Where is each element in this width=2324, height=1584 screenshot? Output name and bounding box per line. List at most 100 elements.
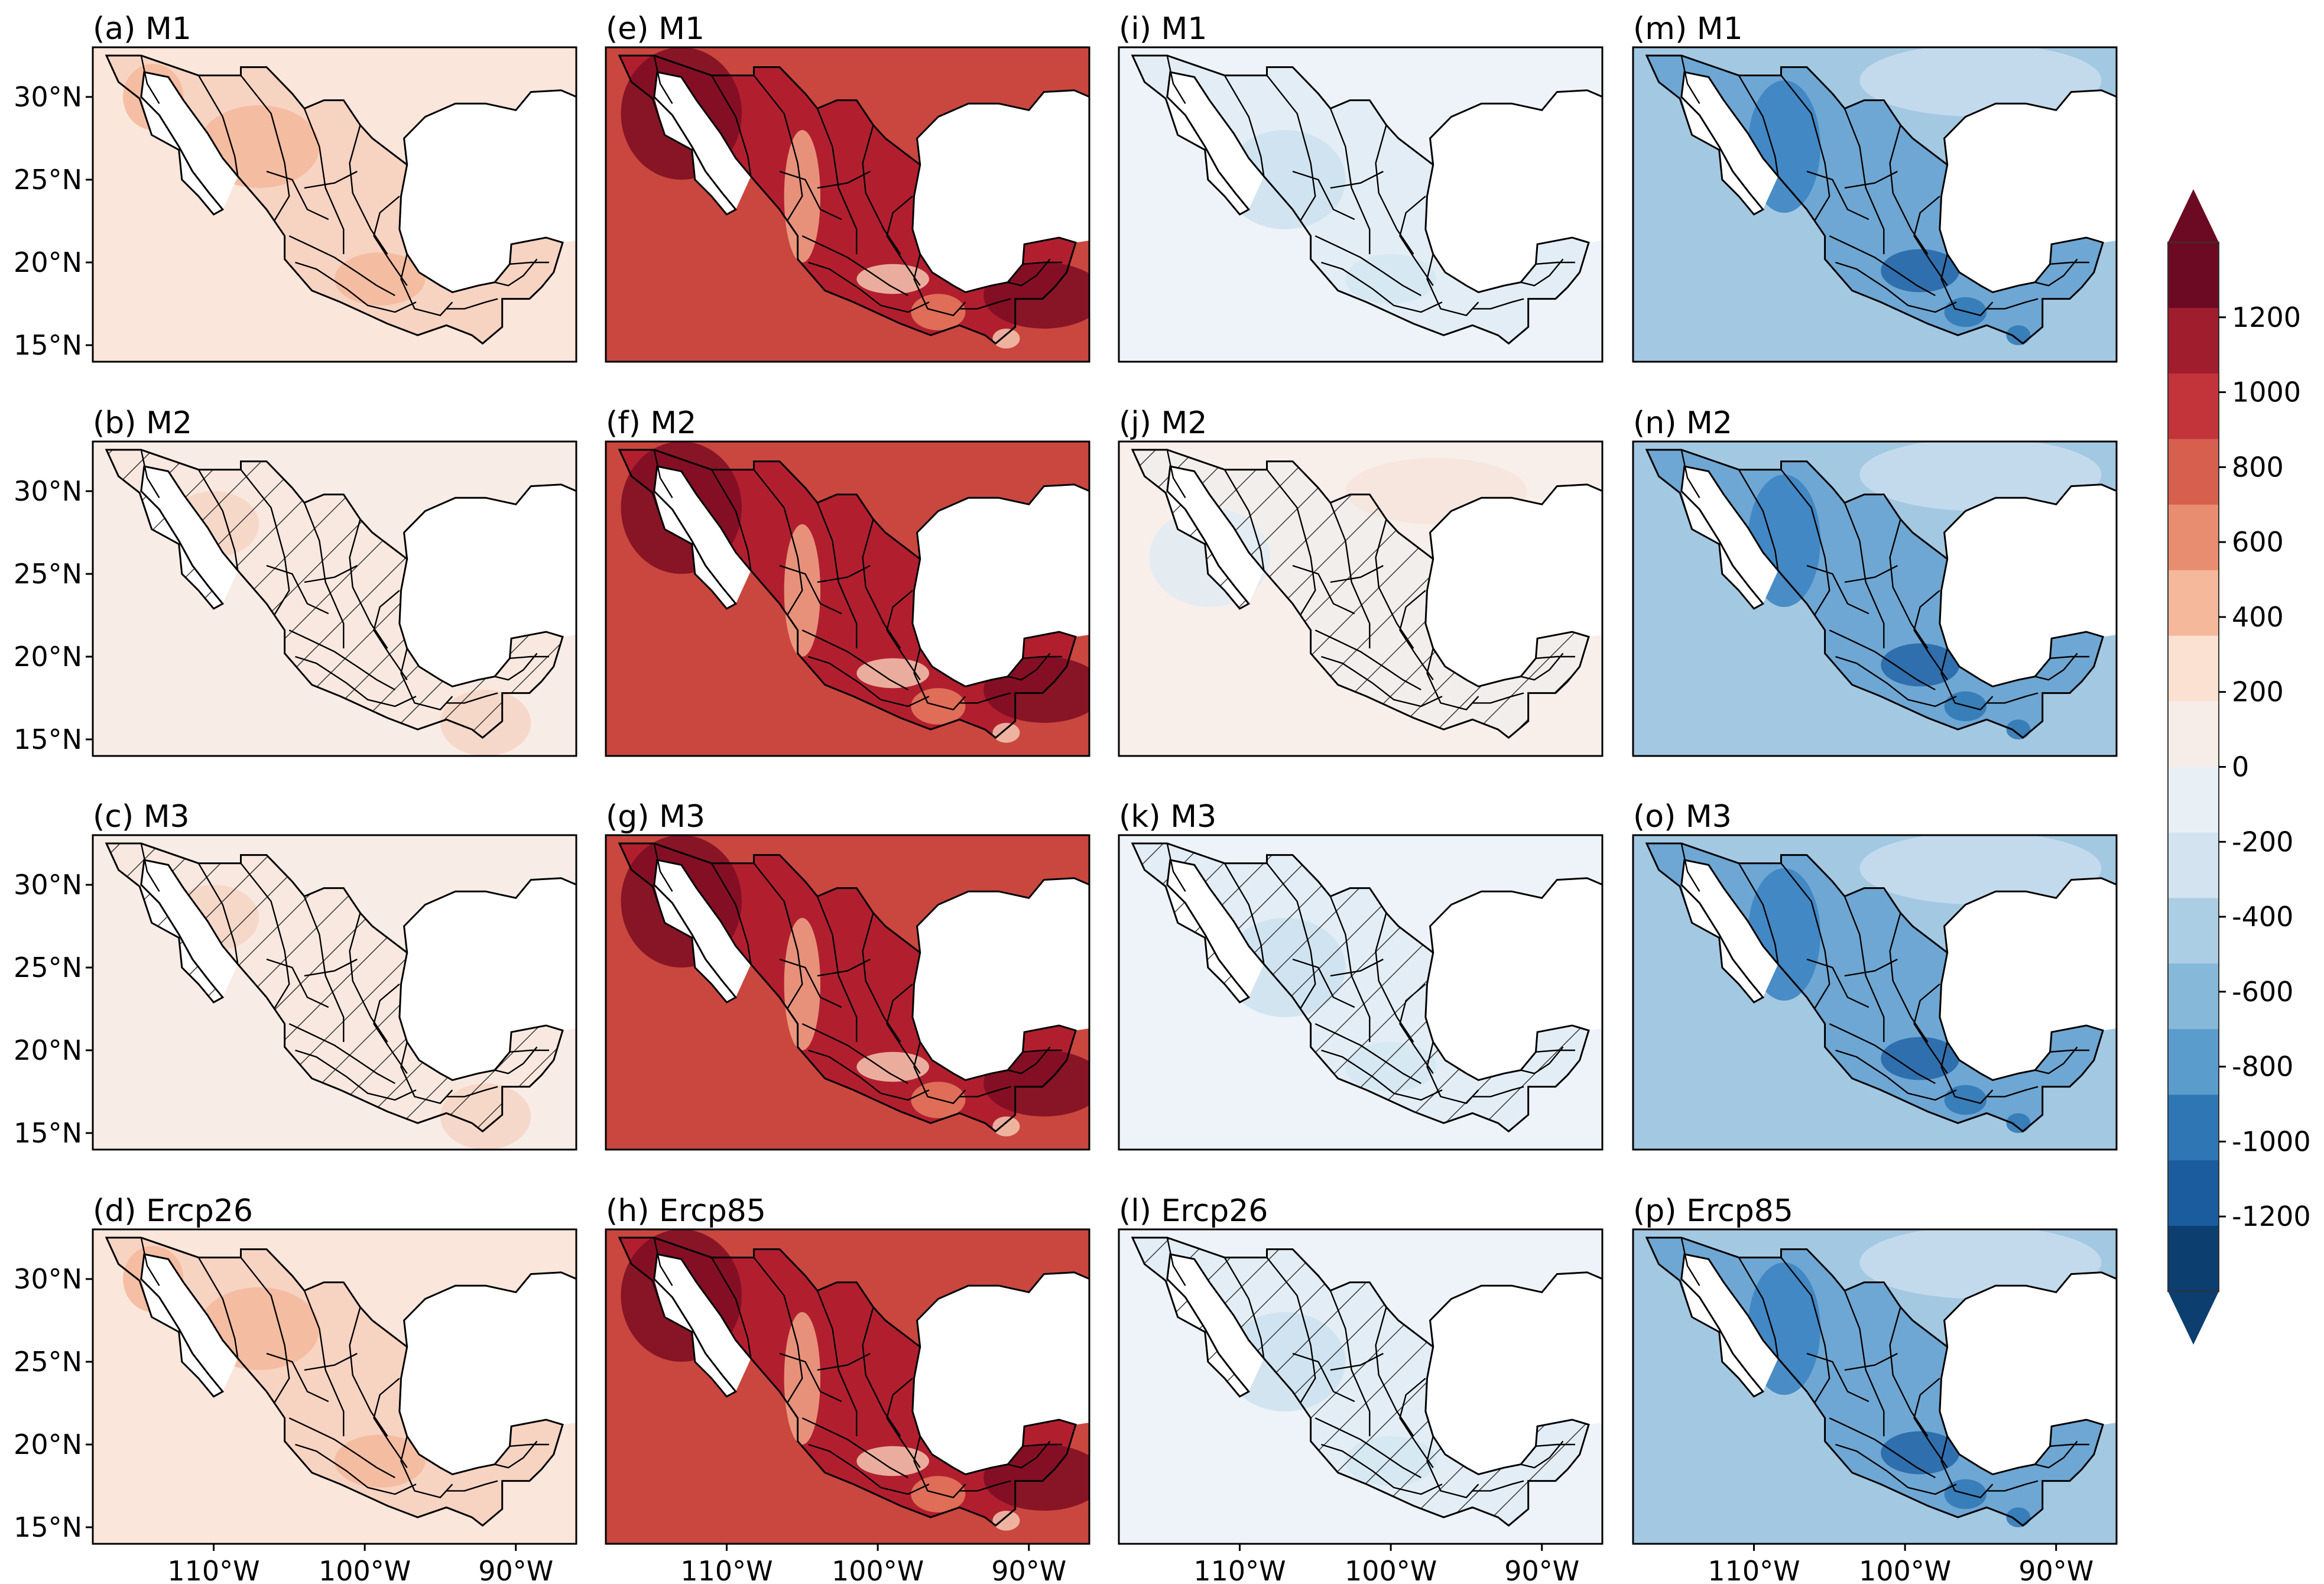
colorbar-bin <box>2168 963 2219 1030</box>
state-boundary <box>653 449 673 498</box>
state-boundary <box>1844 1352 1898 1371</box>
field-contour <box>1881 249 1960 293</box>
state-boundary <box>1844 170 1898 189</box>
state-boundary <box>1536 655 1575 659</box>
state-boundary <box>1889 125 1929 255</box>
state-boundary <box>494 653 538 681</box>
state-boundary <box>303 896 345 1042</box>
panels-layer: (a) M1 30°N 25°N 20°N 15°N (b) M2 30°N 25°N 20°N… <box>14 11 2118 1584</box>
lon-tick-label: 110°W <box>1708 1555 1800 1584</box>
state-boundary <box>373 590 408 680</box>
map-panel: (e) M1 <box>605 11 1090 363</box>
state-boundary <box>2034 1440 2078 1469</box>
panel-title: (h) Ercp85 <box>606 1193 766 1229</box>
coastline <box>1131 1236 1590 1527</box>
state-boundary <box>1292 564 1355 615</box>
state-boundary <box>1007 653 1051 681</box>
state-boundary <box>2034 1046 2078 1075</box>
panel-title: (l) Ercp26 <box>1119 1193 1268 1229</box>
field-contour <box>335 1434 426 1488</box>
state-boundary <box>1940 648 1994 710</box>
state-boundary <box>373 983 408 1074</box>
us-coastline <box>1943 1271 2117 1347</box>
state-boundary <box>1738 469 1779 571</box>
state-boundary <box>1223 469 1265 571</box>
state-boundary <box>1780 74 1830 222</box>
lat-tick-label: 20°N <box>14 1034 82 1066</box>
state-boundary <box>197 862 239 965</box>
state-boundary <box>494 1440 538 1469</box>
state-boundary <box>1843 896 1885 1042</box>
colorbar-extend-min <box>2168 1291 2219 1345</box>
state-boundary <box>1843 502 1885 648</box>
colorbar-tick-label: 0 <box>2232 751 2249 783</box>
coastline <box>1131 54 1590 345</box>
state-boundary <box>779 564 842 615</box>
panel-frame <box>92 440 577 757</box>
state-boundary <box>1330 564 1384 583</box>
state-boundary <box>1472 298 1524 310</box>
state-boundary <box>509 1443 549 1447</box>
field-contour <box>2006 719 2031 739</box>
map-panel: (f) M2 <box>605 405 1090 757</box>
state-boundary <box>304 564 358 583</box>
state-boundary <box>509 261 549 265</box>
lat-tick-label: 20°N <box>14 246 82 278</box>
panel-title: (p) Ercp85 <box>1633 1193 1793 1229</box>
lat-tick-label: 20°N <box>14 641 82 673</box>
us-coastline <box>1943 877 2117 953</box>
state-boundary <box>653 843 673 892</box>
state-boundary <box>913 648 966 710</box>
state-boundary <box>400 1436 453 1498</box>
map-panel: (a) M1 30°N 25°N 20°N 15°N <box>14 11 577 363</box>
field-contour <box>1881 1431 1960 1475</box>
colorbar-tick-label: 400 <box>2232 601 2284 633</box>
state-boundary <box>886 590 921 680</box>
state-boundary <box>2050 1443 2089 1447</box>
colorbar: 1200 1000 800 600 400 200 0 -200 -400 -600 -800 -10… <box>2167 189 2311 1345</box>
coastline <box>618 842 1077 1133</box>
significance-hatching <box>1132 450 1589 738</box>
colorbar-bin <box>2168 242 2219 309</box>
state-boundary <box>753 74 803 222</box>
state-boundary <box>1680 1237 1700 1286</box>
state-boundary <box>1913 590 1948 680</box>
coastline <box>618 1236 1077 1527</box>
panel-frame <box>92 834 577 1151</box>
state-boundary <box>1806 564 1869 615</box>
state-boundary <box>140 55 160 104</box>
significance-hatching <box>106 450 563 738</box>
map-panel: (i) M1 <box>1118 11 1604 363</box>
state-boundary <box>710 74 752 177</box>
coastline <box>1645 449 2104 739</box>
state-boundary <box>400 648 453 710</box>
state-boundary <box>1314 629 1421 691</box>
state-boundary <box>446 298 498 310</box>
state-boundary <box>1321 1049 1443 1101</box>
state-boundary <box>817 170 871 189</box>
state-boundary <box>1835 261 1957 313</box>
state-boundary <box>1472 692 1524 704</box>
lon-tick-label: 90°W <box>1504 1555 1579 1584</box>
colorbar-bin <box>2168 701 2219 768</box>
state-boundary <box>295 655 417 707</box>
state-boundary <box>1023 1049 1062 1053</box>
panel-frame <box>92 1228 577 1545</box>
state-boundary <box>1399 1378 1434 1468</box>
state-boundary <box>349 913 388 1043</box>
colorbar-tick-label: -200 <box>2232 826 2293 858</box>
state-boundary <box>710 469 752 571</box>
state-boundary <box>808 261 930 313</box>
state-boundary <box>1426 1436 1479 1498</box>
state-boundary <box>913 1041 966 1104</box>
state-boundary <box>1426 648 1479 710</box>
field-contour <box>2006 1507 2031 1527</box>
coastline <box>1645 1236 2104 1527</box>
state-boundary <box>1940 1041 1994 1104</box>
state-boundary <box>1330 958 1384 977</box>
us-coastline <box>1429 877 1602 953</box>
coastline <box>105 842 564 1133</box>
state-boundary <box>913 1436 966 1498</box>
us-coastline <box>403 877 576 953</box>
state-boundary <box>1314 235 1421 297</box>
